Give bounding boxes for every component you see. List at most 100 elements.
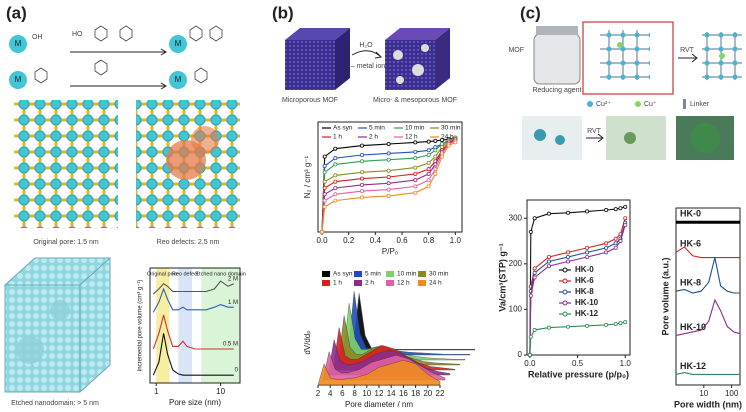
legend-swatch: [562, 267, 568, 273]
marker: [333, 179, 338, 184]
metal-symbol: M: [175, 75, 182, 84]
legend-swatch: [562, 311, 568, 317]
marker: [532, 270, 537, 275]
marker: [386, 151, 391, 156]
region-label: Original pore: [147, 271, 179, 277]
marker: [322, 170, 327, 175]
legend-swatch: [322, 280, 330, 286]
region-label: Etched nano domain: [195, 271, 245, 277]
x-tick-label: 0.5: [572, 359, 584, 368]
marker: [386, 168, 391, 173]
marker: [613, 241, 618, 246]
marker: [426, 148, 431, 153]
region-label: Reo defect: [172, 271, 199, 277]
legend-label: HK-10: [575, 298, 599, 307]
series-label: HK-10: [680, 322, 706, 332]
caption: Original pore: 1.5 nm: [33, 239, 99, 246]
x-axis-label: Relative pressure (p/p₀): [528, 369, 629, 379]
line-series: [675, 298, 741, 336]
label: Reducing agent: [532, 87, 581, 94]
marker: [333, 162, 338, 167]
marker: [413, 140, 418, 145]
x-axis-label: P/P₀: [382, 247, 398, 256]
marker: [322, 154, 327, 159]
marker: [585, 250, 590, 255]
marker: [532, 216, 537, 221]
x-axis-label: Pore size (nm): [169, 398, 221, 407]
series-label: 0.5 M: [223, 342, 238, 348]
y-axis-label: Incremental pore volume (cm³ g⁻¹): [138, 280, 144, 372]
marker: [623, 223, 628, 228]
caption: Etched nanodomain: > 5 nm: [11, 400, 99, 407]
legend-label: Cu²⁺: [596, 101, 611, 108]
marker: [433, 148, 438, 153]
marker: [566, 324, 571, 329]
legend-label: HK-8: [575, 287, 594, 296]
series-label: 2 M: [228, 276, 238, 282]
marker: [566, 259, 571, 264]
panel-label: (a): [6, 3, 27, 22]
marker: [359, 143, 364, 148]
marker: [618, 321, 623, 326]
marker: [359, 189, 364, 194]
marker: [528, 334, 533, 339]
x-tick-label: 1.0: [450, 236, 462, 245]
legend-swatch: [386, 271, 394, 277]
legend-label: 24 h: [441, 134, 454, 141]
mof-structure: [14, 100, 118, 228]
x-tick-label: 0.8: [423, 236, 435, 245]
plot-frame: [149, 267, 241, 384]
legend-swatch: [322, 271, 330, 277]
x-tick-label: 100: [725, 389, 739, 398]
marker: [623, 320, 628, 325]
marker: [623, 216, 628, 221]
plot-frame: [317, 121, 463, 233]
marker: [322, 163, 327, 168]
y-axis-label: dV/ddₚ: [303, 330, 312, 354]
marker: [585, 254, 590, 259]
marker: [359, 195, 364, 200]
y-tick-label: 0: [518, 350, 523, 359]
x-tick-label: 8: [352, 389, 357, 398]
metal-symbol: M: [175, 39, 182, 48]
legend-label: 1 h: [333, 134, 342, 141]
marker: [386, 174, 391, 179]
region: [178, 268, 193, 383]
marker: [527, 352, 532, 357]
marker: [322, 192, 327, 197]
marker: [604, 208, 609, 213]
x-tick-label: 14: [387, 389, 396, 398]
marker: [439, 154, 444, 159]
y-axis-label: N₂ / cm³ g⁻¹: [303, 155, 312, 198]
marker: [546, 325, 551, 330]
metal-symbol: M: [15, 39, 22, 48]
x-tick-label: 16: [399, 389, 408, 398]
line-series: [529, 222, 626, 356]
marker: [618, 239, 623, 244]
marker: [613, 207, 618, 212]
marker: [433, 171, 438, 176]
legend-label: 5 min: [369, 125, 385, 132]
x-axis-label: Pore width (nm): [674, 399, 742, 409]
legend-label: Linker: [690, 101, 710, 108]
legend-label: As syn: [333, 271, 353, 278]
x-tick-label: 2: [316, 389, 321, 398]
marker: [546, 259, 551, 264]
panel-label: (b): [272, 3, 294, 22]
marker: [413, 165, 418, 170]
x-tick-label: 1: [154, 387, 159, 396]
legend-swatch: [562, 300, 568, 306]
marker: [333, 146, 338, 151]
legend-swatch: [418, 271, 426, 277]
legend-label: 12 h: [397, 280, 410, 287]
marker: [333, 198, 338, 203]
marker: [566, 250, 571, 255]
marker: [333, 156, 338, 161]
marker: [426, 139, 431, 144]
plot-frame: [675, 207, 741, 386]
line-series: [152, 287, 234, 313]
x-axis-label: Pore diameter / nm: [345, 400, 413, 409]
x-tick-label: 12: [375, 389, 384, 398]
series-label: HK-6: [680, 239, 701, 249]
